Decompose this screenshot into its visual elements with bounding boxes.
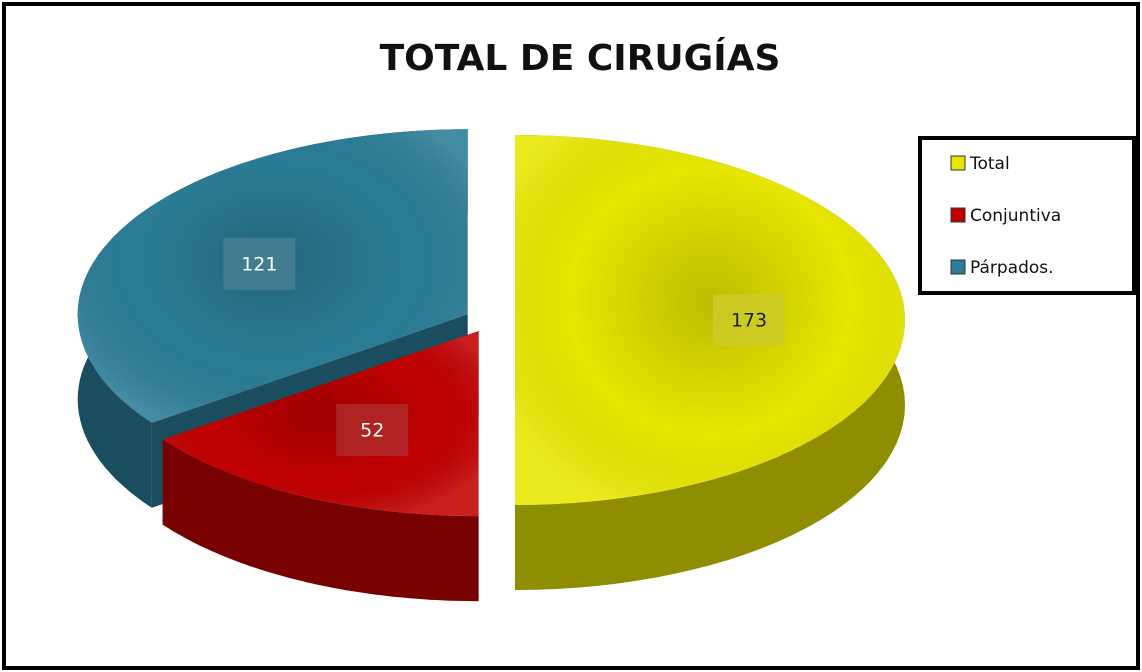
- legend-swatch: [950, 259, 966, 275]
- slice-shine: [162, 331, 479, 517]
- slice-side: [162, 439, 479, 602]
- data-label: 52: [360, 419, 384, 441]
- label-box: [223, 237, 296, 290]
- label-box: [713, 294, 785, 346]
- legend-label: Conjuntiva: [970, 206, 1061, 226]
- label-box-tint: [336, 403, 409, 456]
- data-label: 173: [731, 310, 767, 332]
- label-box-tint: [223, 237, 296, 290]
- label-box: [336, 403, 409, 456]
- data-label: 121: [241, 253, 277, 275]
- slice: [515, 135, 905, 590]
- slice-shine: [515, 135, 905, 505]
- legend-label: Total: [969, 154, 1010, 174]
- legend-items: Total Conjuntiva Párpados.: [950, 154, 1061, 278]
- legend-label: Párpados.: [970, 258, 1054, 278]
- legend-swatch: [950, 155, 966, 171]
- slice: [162, 331, 479, 602]
- label-box-tint: [713, 294, 785, 346]
- slice-side-shade: [162, 439, 479, 602]
- pie: 173 52 121: [77, 129, 905, 602]
- chart-title: TOTAL DE CIRUGÍAS: [380, 37, 781, 79]
- legend-swatch: [950, 207, 966, 223]
